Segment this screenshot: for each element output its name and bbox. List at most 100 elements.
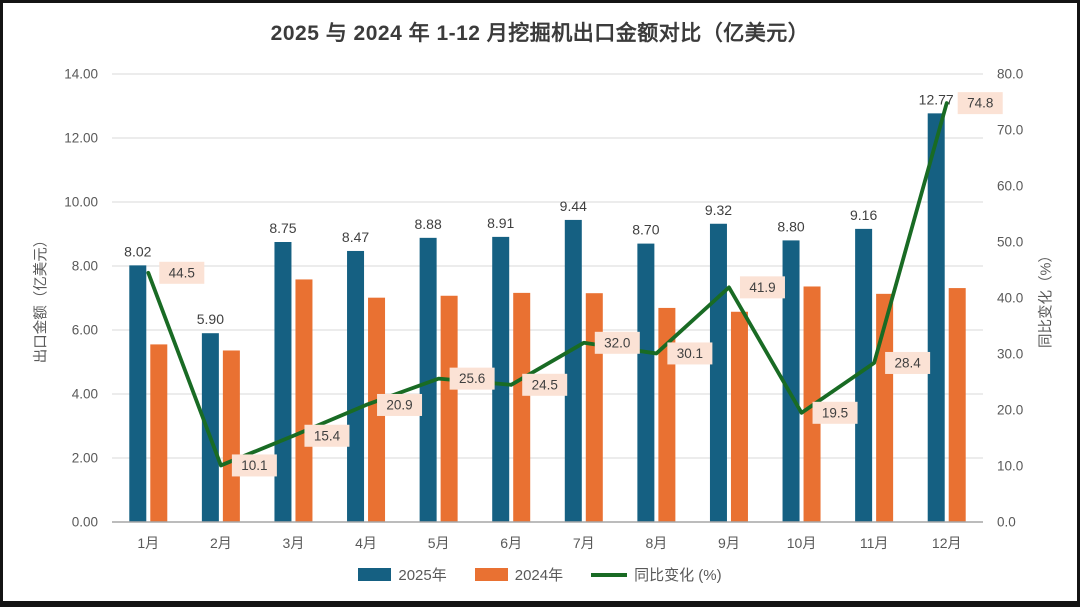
yoy-label-box: [449, 367, 495, 390]
x-axis-label: 6月: [500, 535, 522, 551]
yoy-label-box: [159, 261, 205, 284]
bar-2024-11月: [876, 293, 894, 522]
x-axis-label: 2月: [210, 535, 232, 551]
left-axis-tick: 10.00: [64, 195, 98, 210]
bar-2024-5月: [440, 295, 458, 522]
yoy-label-text: 30.1: [677, 346, 703, 361]
right-axis-tick: 60.0: [997, 179, 1023, 194]
legend-label-yoy: 同比变化 (%): [634, 567, 722, 584]
x-axis-label: 10月: [787, 535, 817, 551]
right-axis-tick: 30.0: [997, 347, 1023, 362]
bar-2025-6月: [492, 236, 510, 522]
yoy-label-box: [594, 331, 640, 354]
right-axis-tick: 70.0: [997, 123, 1023, 138]
legend-label-2024: 2024年: [514, 567, 564, 584]
x-axis-label: 4月: [355, 535, 377, 551]
legend-label-2025: 2025年: [398, 567, 447, 584]
bar-2025-12月: [927, 113, 945, 523]
yoy-label-box: [957, 92, 1003, 115]
bar-2025-9月: [709, 223, 727, 522]
yoy-label-box: [377, 393, 423, 416]
bar-2025-10月: [782, 240, 800, 522]
yoy-label-text: 19.5: [822, 405, 848, 420]
bar-value-label: 8.75: [269, 220, 296, 236]
legend-item-2025[interactable]: 2025年: [358, 564, 447, 585]
bar-value-label: 5.90: [197, 311, 224, 327]
bar-value-label: 8.80: [777, 218, 804, 234]
x-axis-label: 5月: [428, 535, 450, 551]
left-axis-tick: 4.00: [72, 387, 98, 402]
bar-2024-3月: [295, 279, 313, 522]
bar-2025-7月: [564, 219, 582, 523]
bar-2024-12月: [948, 288, 966, 522]
left-axis-tick: 0.00: [72, 515, 98, 530]
bar-value-label: 8.91: [487, 215, 514, 231]
legend-swatch-2024-bar: [474, 568, 508, 581]
bar-2025-8月: [637, 243, 655, 522]
bar-value-label: 9.16: [850, 207, 877, 223]
left-axis-tick: 2.00: [72, 451, 98, 466]
yoy-label-box: [885, 351, 931, 374]
yoy-label-box: [231, 454, 277, 477]
bar-2025-3月: [274, 242, 292, 522]
yoy-label-box: [522, 373, 568, 396]
bar-2024-7月: [585, 293, 603, 522]
legend-swatch-2025-bar: [358, 568, 392, 581]
yoy-label-text: 15.4: [314, 428, 341, 443]
chart-plot-area: 0.00 2.00 4.00 6.00 8.00 10.00 12.00 14.00 0.0 10…: [64, 67, 1023, 552]
bar-2025-4月: [347, 250, 365, 522]
x-axis-label: 11月: [860, 535, 889, 551]
yoy-label-text: 28.4: [894, 355, 921, 370]
right-axis-tick: 0.0: [997, 515, 1016, 530]
x-axis-label: 7月: [573, 535, 595, 551]
bar-2024-1月: [150, 344, 168, 522]
yoy-label-text: 32.0: [604, 335, 630, 350]
yoy-label-text: 74.8: [967, 96, 993, 111]
bar-value-label: 8.88: [415, 216, 442, 232]
bar-2024-4月: [368, 297, 386, 522]
bar-value-label: 8.47: [342, 229, 369, 245]
yoy-label-text: 25.6: [459, 371, 485, 386]
x-axis-label: 8月: [645, 535, 667, 551]
yoy-label-box: [667, 342, 713, 365]
yoy-label-text: 44.5: [169, 265, 195, 280]
x-axis-label: 3月: [283, 535, 305, 551]
chart-legend: 2025年 2024年 同比变化 (%): [3, 564, 1077, 585]
yoy-label-box: [304, 424, 350, 447]
yoy-label-text: 10.1: [241, 458, 267, 473]
bar-2024-2月: [222, 350, 240, 522]
bar-2025-5月: [419, 237, 437, 522]
x-axis-label: 9月: [718, 535, 740, 551]
x-axis-label: 1月: [137, 535, 159, 551]
bar-value-label: 9.32: [705, 202, 732, 218]
right-axis-tick: 50.0: [997, 235, 1023, 250]
right-axis-tick: 10.0: [997, 459, 1023, 474]
right-axis-tick: 40.0: [997, 291, 1023, 306]
right-axis-tick: 80.0: [997, 67, 1023, 82]
legend-item-2024[interactable]: 2024年: [474, 564, 564, 585]
bar-2025-11月: [855, 228, 873, 522]
left-axis-tick: 14.00: [64, 67, 98, 82]
bar-value-label: 8.02: [124, 243, 151, 259]
bar-2024-9月: [730, 311, 748, 522]
bar-value-label: 12.77: [919, 91, 954, 107]
yoy-label-text: 24.5: [532, 377, 558, 392]
yoy-label-box: [739, 276, 785, 299]
bar-2024-6月: [513, 292, 531, 522]
bar-2025-2月: [201, 333, 219, 522]
yoy-label-box: [812, 401, 858, 424]
bar-value-label: 9.44: [560, 198, 587, 214]
legend-swatch-yoy-line: [591, 572, 628, 577]
chart-title: 2025 与 2024 年 1-12 月挖掘机出口金额对比（亿美元）: [270, 22, 810, 45]
left-axis-tick: 6.00: [72, 323, 98, 338]
left-axis-tick: 8.00: [72, 259, 98, 274]
bar-value-label: 8.70: [632, 222, 659, 238]
bar-2025-1月: [129, 265, 147, 522]
yoy-label-text: 20.9: [386, 397, 412, 412]
right-axis-tick: 20.0: [997, 403, 1023, 418]
yoy-label-text: 41.9: [749, 280, 775, 295]
x-axis-label: 12月: [932, 535, 962, 551]
legend-item-yoy[interactable]: 同比变化 (%): [591, 564, 722, 585]
left-axis-tick: 12.00: [64, 131, 98, 146]
